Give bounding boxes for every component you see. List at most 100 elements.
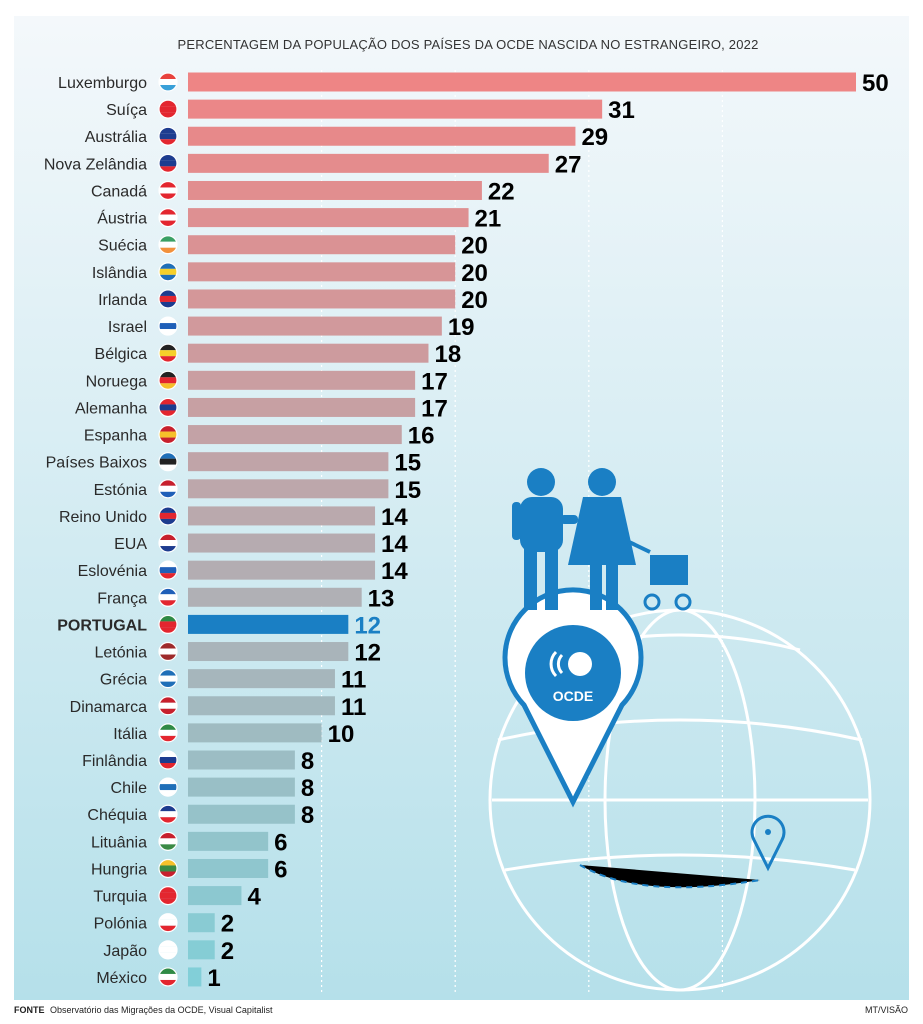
bar <box>188 370 416 390</box>
bar <box>188 560 376 580</box>
data-label: 17 <box>421 395 448 422</box>
data-label: 16 <box>408 423 435 450</box>
data-label: 14 <box>381 504 408 531</box>
bar <box>188 425 402 445</box>
ocde-illustration: OCDE <box>488 468 872 992</box>
bar <box>188 587 362 607</box>
bar <box>188 479 389 499</box>
new-zealand-flag-icon <box>158 153 178 173</box>
bar <box>188 831 269 851</box>
data-label: 2 <box>221 938 234 965</box>
luxembourg-flag-icon <box>158 72 178 92</box>
data-label: 14 <box>381 531 408 558</box>
data-label: 8 <box>301 748 314 775</box>
tick-label: Nova Zelândia <box>44 156 147 173</box>
family-icon <box>512 468 636 610</box>
usa-flag-icon <box>158 533 178 553</box>
tick-label: Islândia <box>92 265 147 282</box>
tick-label: Eslovénia <box>78 563 147 580</box>
uk-flag-icon <box>158 506 178 526</box>
location-pin-icon <box>750 814 786 872</box>
italy-flag-icon <box>158 723 178 743</box>
data-label: 20 <box>461 233 488 260</box>
bar <box>188 696 335 716</box>
switzerland-flag-icon <box>158 99 178 119</box>
data-label: 31 <box>608 97 635 124</box>
tick-label: Lituânia <box>91 834 147 851</box>
data-label: 18 <box>434 341 461 368</box>
data-label: 8 <box>301 802 314 829</box>
hungary-flag-icon <box>158 831 178 851</box>
japan-flag-icon <box>158 940 178 960</box>
tick-label: Finlândia <box>82 753 147 770</box>
germany-flag-icon <box>158 370 178 390</box>
bar <box>188 262 456 282</box>
bar-series: 50 Luxemburgo 31 Suíça 29 Austrália 27 Nova Zel… <box>44 70 889 992</box>
bar <box>188 642 349 662</box>
bar <box>188 208 469 228</box>
bar <box>188 723 322 743</box>
bar <box>188 99 603 119</box>
tick-label: Letónia <box>95 645 148 662</box>
tick-label: Bélgica <box>95 346 148 363</box>
tick-label: Chile <box>111 780 148 797</box>
tick-label: Países Baixos <box>46 455 147 472</box>
norway-flag-icon <box>158 397 178 418</box>
tick-label: Austrália <box>85 129 147 146</box>
bar <box>188 669 335 689</box>
data-label: 14 <box>381 558 408 585</box>
tick-label: Chéquia <box>87 807 147 824</box>
tick-label: Reino Unido <box>59 509 147 526</box>
bar <box>188 777 295 797</box>
bar <box>188 397 416 417</box>
data-label: 6 <box>274 829 287 856</box>
bar <box>188 506 376 526</box>
bar <box>188 858 269 878</box>
bar <box>188 72 856 92</box>
mexico-flag-icon <box>158 967 178 987</box>
belgium-flag-icon <box>158 343 178 363</box>
tick-label: Alemanha <box>75 400 147 417</box>
tick-label: EUA <box>114 536 147 553</box>
bar <box>188 126 576 146</box>
data-label: 20 <box>461 260 488 287</box>
tick-label: Suíça <box>106 102 147 119</box>
footer-credit: MT/VISÃO <box>865 1005 908 1015</box>
data-label: 12 <box>354 640 381 667</box>
data-label: 2 <box>221 911 234 938</box>
latvia-flag-icon <box>158 641 178 662</box>
denmark-flag-icon <box>158 696 178 716</box>
tick-label: França <box>97 590 147 607</box>
data-label: 20 <box>461 287 488 314</box>
data-label: 12 <box>354 612 381 639</box>
tick-label: PORTUGAL <box>57 617 147 634</box>
tick-label: Polónia <box>94 916 147 933</box>
tick-label: Itália <box>113 726 147 743</box>
bar <box>188 343 429 363</box>
spain-flag-icon <box>158 424 178 445</box>
bar <box>188 886 242 906</box>
bar <box>188 153 549 173</box>
poland-flag-icon <box>158 913 178 933</box>
stroller-icon <box>624 538 692 611</box>
netherlands-flag-icon <box>158 479 178 499</box>
ocde-pin-icon: OCDE <box>502 587 644 808</box>
data-label: 27 <box>555 151 582 178</box>
israel-flag-icon <box>158 316 178 336</box>
chile-flag-icon <box>158 804 178 824</box>
tick-label: Estónia <box>94 482 147 499</box>
tick-label: Noruega <box>86 373 147 390</box>
data-label: 8 <box>301 775 314 802</box>
bar <box>188 967 202 987</box>
data-label: 29 <box>581 124 608 151</box>
tick-label: Turquia <box>93 889 147 906</box>
tick-label: Irlanda <box>98 292 147 309</box>
tick-label: Espanha <box>84 428 147 445</box>
iceland-flag-icon <box>158 289 178 309</box>
data-label: 1 <box>207 965 220 992</box>
turkey-flag-icon <box>158 885 178 906</box>
data-label: 13 <box>368 585 395 612</box>
portugal-flag-icon <box>158 614 178 635</box>
bar <box>188 316 442 336</box>
